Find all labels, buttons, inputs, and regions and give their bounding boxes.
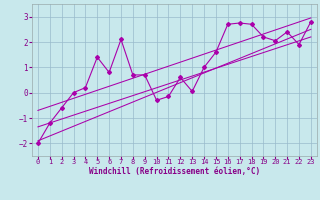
X-axis label: Windchill (Refroidissement éolien,°C): Windchill (Refroidissement éolien,°C)	[89, 167, 260, 176]
